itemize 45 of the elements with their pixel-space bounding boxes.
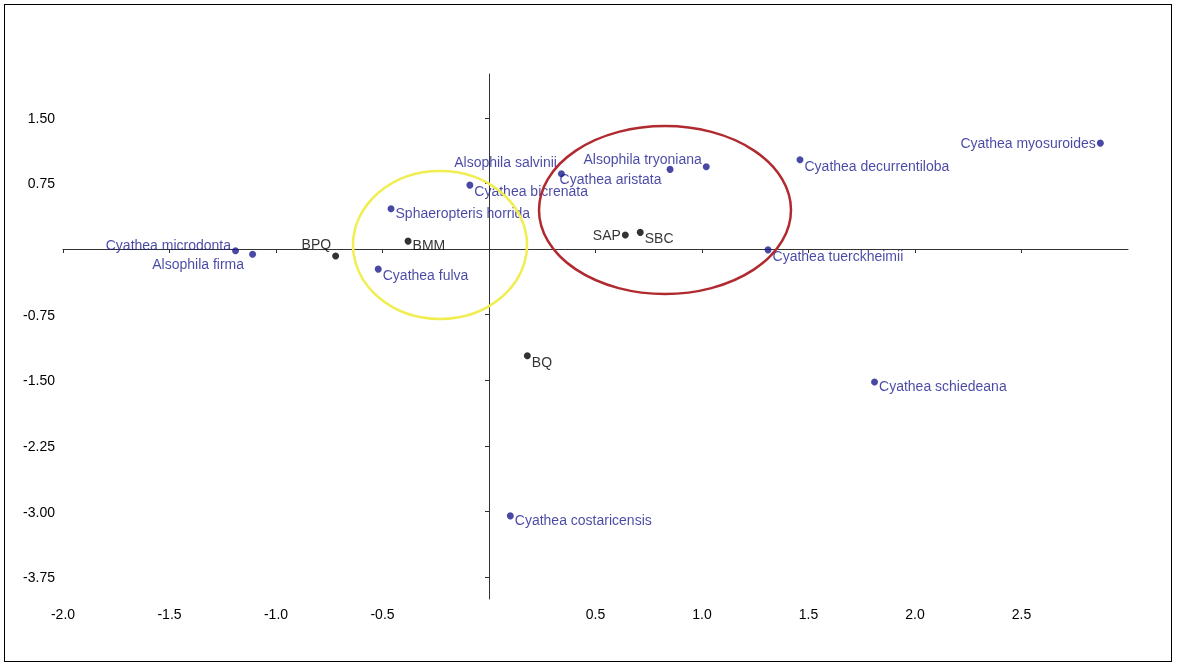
point (387, 205, 395, 213)
x-tick-label: 2.5 (1011, 606, 1032, 622)
point (871, 378, 879, 386)
x-tick-label: 2.0 (905, 606, 925, 622)
y-tick-label: -0.75 (23, 306, 56, 323)
point (621, 231, 629, 239)
point (1096, 139, 1104, 147)
x-tick-label: -1.5 (157, 606, 182, 622)
y-tick-label: 1.50 (27, 109, 56, 126)
x-tick-label: -0.5 (370, 606, 395, 622)
data-label: SAP (592, 227, 621, 243)
y-tick-label: -3.75 (23, 569, 56, 586)
data-label: Cyathea aristata (559, 171, 662, 188)
point (466, 181, 474, 189)
data-label: Alsophila firma (152, 256, 245, 273)
point (523, 352, 531, 360)
y-tick-label: -3.00 (23, 503, 56, 520)
y-tick-label: 0.75 (27, 175, 56, 192)
data-label: SBC (644, 230, 674, 247)
y-tick-label: -2.25 (23, 437, 56, 454)
data-label: Alsophila tryoniana (583, 150, 702, 167)
data-label: Cyathea microdonta (105, 236, 232, 253)
point (374, 265, 382, 273)
data-label: BQ (531, 353, 553, 370)
data-label: Cyathea myosuroides (960, 135, 1096, 152)
x-tick-label: -1.0 (263, 606, 289, 622)
x-tick-label: 1.5 (798, 606, 819, 622)
data-label: Cyathea tuerckheimii (772, 247, 904, 264)
point (506, 512, 514, 520)
x-tick-label: -2.0 (50, 606, 76, 622)
data-label: Cyathea schiedeana (879, 378, 1007, 394)
point (249, 250, 257, 258)
x-tick-label: 1.0 (692, 606, 712, 622)
data-label: Cyathea costaricensis (514, 511, 652, 528)
y-tick-label: -1.50 (23, 372, 56, 389)
point (636, 228, 644, 236)
data-label: Cyathea fulva (382, 267, 469, 284)
point (796, 156, 804, 164)
point (332, 252, 340, 260)
data-label: BPQ (301, 236, 332, 252)
data-label: BMM (412, 237, 446, 254)
point (232, 247, 240, 255)
data-label: Cyathea decurrentiloba (804, 157, 950, 174)
x-tick-label: 0.5 (585, 606, 606, 622)
point (702, 163, 710, 171)
